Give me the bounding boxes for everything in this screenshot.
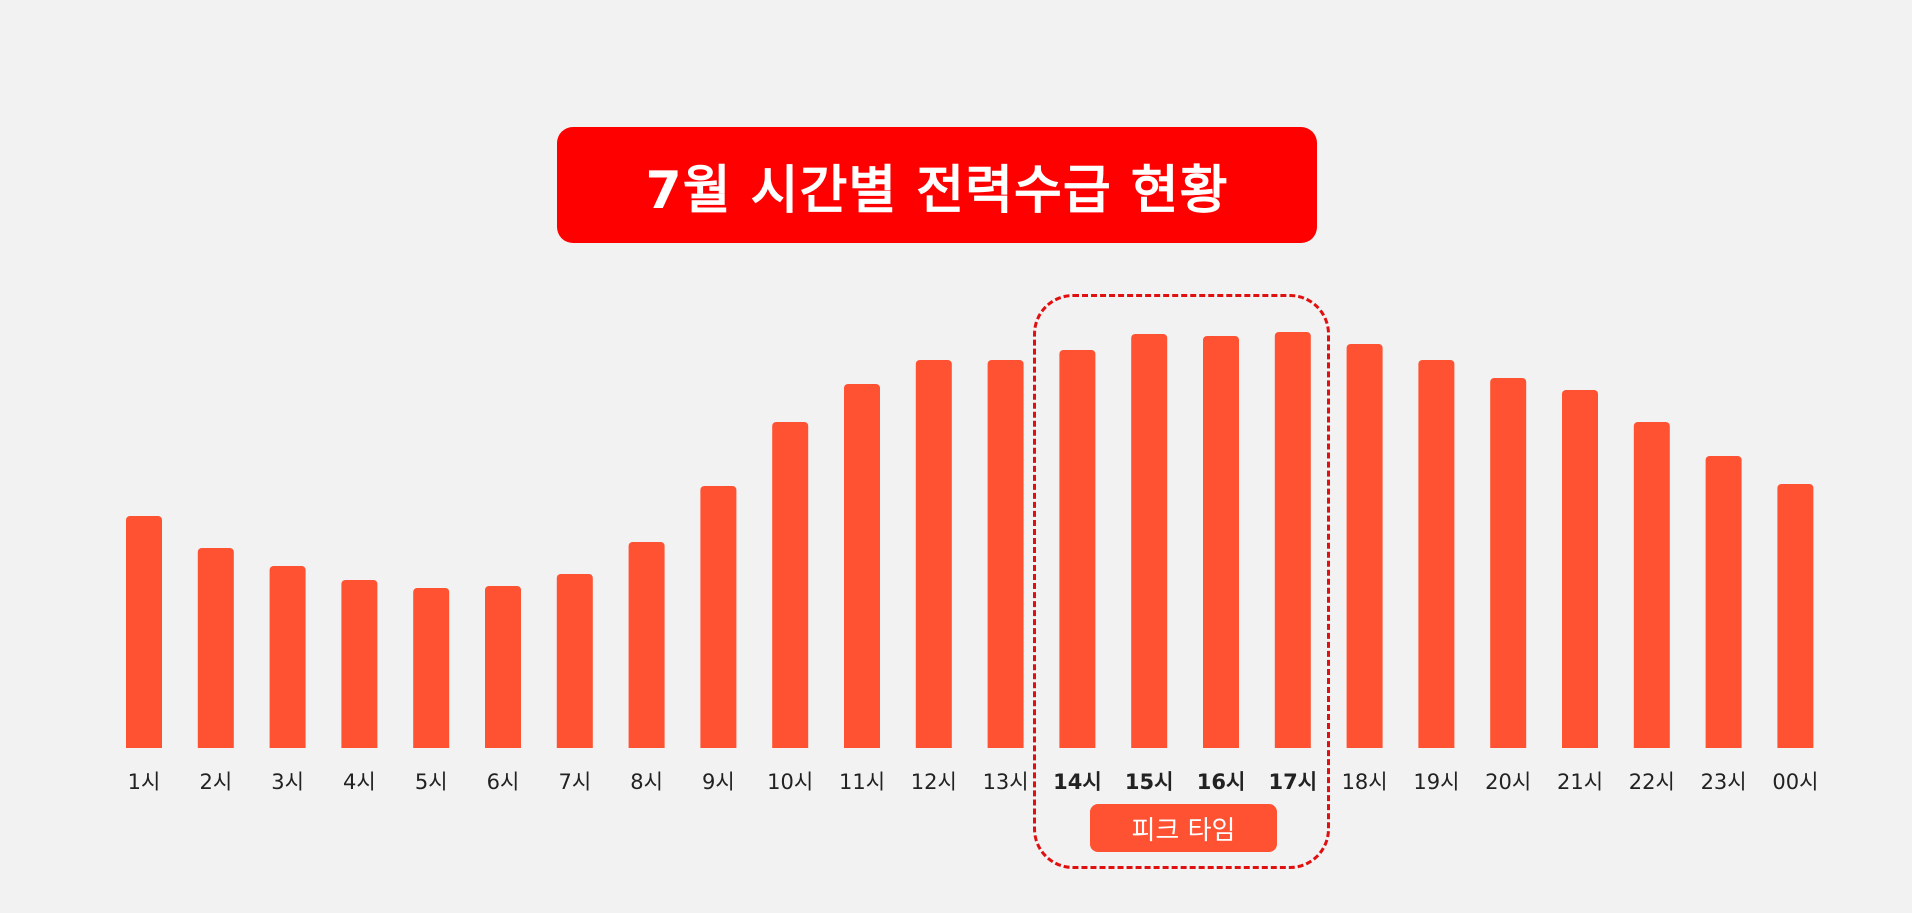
bar-base-mask bbox=[1130, 748, 1169, 754]
bar-3시 bbox=[269, 566, 306, 752]
bar-10시 bbox=[772, 422, 809, 752]
x-tick-label-6시: 6시 bbox=[487, 770, 520, 794]
chart-title: 7월 시간별 전력수급 현황 bbox=[645, 160, 1229, 221]
bar-8시 bbox=[628, 542, 665, 752]
bar-base-mask bbox=[1058, 748, 1097, 754]
peak-time-highlight-box bbox=[1033, 294, 1330, 869]
bar-base-mask bbox=[196, 748, 235, 754]
bar-5시 bbox=[413, 588, 450, 752]
bar-23시 bbox=[1705, 456, 1742, 752]
bar-6시 bbox=[485, 586, 521, 752]
bar-base-mask bbox=[1776, 748, 1815, 754]
x-tick-label-8시: 8시 bbox=[630, 770, 663, 794]
chart-title-banner: 7월 시간별 전력수급 현황 bbox=[557, 127, 1317, 243]
x-tick-label-2시: 2시 bbox=[199, 770, 232, 794]
bar-base-mask bbox=[699, 748, 738, 754]
bar-base-mask bbox=[1417, 748, 1456, 754]
bar-base-mask bbox=[843, 748, 881, 754]
bar-11시 bbox=[844, 384, 880, 752]
bar-base-mask bbox=[1345, 748, 1384, 754]
bar-18시 bbox=[1346, 344, 1383, 752]
peak-time-badge: 피크 타임 bbox=[1090, 804, 1277, 852]
x-tick-label-16시: 16시 bbox=[1197, 770, 1246, 794]
bar-4시 bbox=[341, 580, 378, 752]
bar-15시 bbox=[1131, 334, 1168, 752]
bar-base-mask bbox=[1202, 748, 1240, 754]
bar-base-mask bbox=[484, 748, 522, 754]
x-tick-label-5시: 5시 bbox=[415, 770, 448, 794]
bar-base-mask bbox=[771, 748, 810, 754]
x-tick-label-14시: 14시 bbox=[1053, 770, 1102, 794]
bar-base-mask bbox=[986, 748, 1025, 754]
bar-17시 bbox=[1274, 332, 1311, 752]
x-tick-label-00시: 00시 bbox=[1772, 770, 1818, 794]
bar-base-mask bbox=[412, 748, 451, 754]
bar-9시 bbox=[700, 486, 737, 752]
x-tick-label-21시: 21시 bbox=[1557, 770, 1603, 794]
bar-12시 bbox=[915, 360, 952, 752]
bar-19시 bbox=[1418, 360, 1455, 752]
bar-13시 bbox=[987, 360, 1024, 752]
x-tick-label-9시: 9시 bbox=[702, 770, 735, 794]
bar-base-mask bbox=[1704, 748, 1743, 754]
x-tick-label-19시: 19시 bbox=[1413, 770, 1459, 794]
x-tick-label-20시: 20시 bbox=[1485, 770, 1531, 794]
x-tick-label-11시: 11시 bbox=[839, 770, 885, 794]
bar-22시 bbox=[1633, 422, 1670, 752]
bar-base-mask bbox=[1561, 748, 1599, 754]
x-tick-label-3시: 3시 bbox=[271, 770, 304, 794]
bar-1시 bbox=[126, 516, 162, 752]
x-tick-label-17시: 17시 bbox=[1269, 770, 1318, 794]
peak-time-label: 피크 타임 bbox=[1131, 815, 1236, 846]
x-tick-label-7시: 7시 bbox=[558, 770, 591, 794]
bar-16시 bbox=[1203, 336, 1239, 752]
bar-base-mask bbox=[125, 748, 163, 754]
x-tick-label-18시: 18시 bbox=[1342, 770, 1388, 794]
x-tick-label-23시: 23시 bbox=[1701, 770, 1747, 794]
bar-base-mask bbox=[1632, 748, 1671, 754]
bar-base-mask bbox=[627, 748, 666, 754]
x-tick-label-4시: 4시 bbox=[343, 770, 376, 794]
x-tick-label-10시: 10시 bbox=[767, 770, 813, 794]
bar-7시 bbox=[556, 574, 593, 752]
x-tick-label-13시: 13시 bbox=[983, 770, 1029, 794]
x-tick-label-22시: 22시 bbox=[1629, 770, 1675, 794]
bar-base-mask bbox=[555, 748, 594, 754]
bar-00시 bbox=[1777, 484, 1814, 752]
x-tick-label-12시: 12시 bbox=[911, 770, 957, 794]
bar-base-mask bbox=[340, 748, 379, 754]
x-tick-label-1시: 1시 bbox=[128, 770, 161, 794]
bar-base-mask bbox=[1273, 748, 1312, 754]
bar-20시 bbox=[1490, 378, 1527, 752]
bar-14시 bbox=[1059, 350, 1096, 752]
bar-base-mask bbox=[268, 748, 307, 754]
bar-base-mask bbox=[1489, 748, 1528, 754]
bar-21시 bbox=[1562, 390, 1598, 752]
bar-2시 bbox=[197, 548, 234, 752]
bar-base-mask bbox=[914, 748, 953, 754]
x-tick-label-15시: 15시 bbox=[1125, 770, 1174, 794]
